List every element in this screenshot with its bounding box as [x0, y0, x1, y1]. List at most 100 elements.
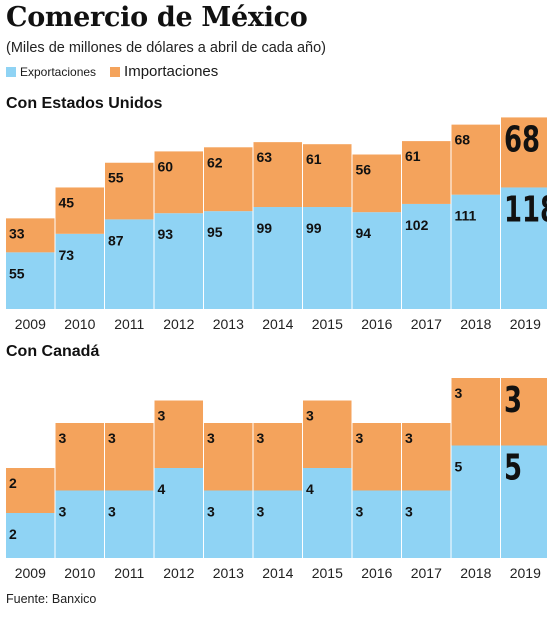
x-tick-2016: 2016	[361, 565, 392, 580]
x-tick-2011: 2011	[114, 316, 144, 332]
bar-imports-2010	[55, 423, 105, 491]
x-tick-2016: 2016	[361, 316, 392, 332]
label-imports-2018: 68	[455, 132, 471, 148]
label-exports-2015: 99	[306, 220, 322, 236]
legend-item-imports: Importaciones	[110, 63, 218, 80]
label-exports-2019: 118	[504, 189, 547, 230]
label-imports-2016: 56	[356, 162, 372, 178]
bar-imports-2017	[402, 141, 451, 204]
bar-exports-2010	[55, 490, 105, 558]
x-tick-2009: 2009	[15, 316, 46, 332]
label-exports-2010: 73	[59, 247, 75, 263]
label-exports-2009: 55	[9, 265, 25, 281]
label-imports-2014: 63	[257, 149, 273, 165]
bar-imports-2009	[6, 468, 55, 513]
x-tick-2017: 2017	[411, 565, 442, 580]
label-imports-2009: 2	[9, 475, 17, 491]
bar-imports-2014	[253, 142, 303, 208]
label-imports-2013: 62	[207, 154, 223, 170]
bar-imports-2014	[253, 423, 303, 491]
x-tick-2012: 2012	[163, 565, 194, 580]
legend-swatch-exports	[6, 66, 16, 77]
chart-subtitle: (Miles de millones de dólares a abril de…	[6, 40, 326, 56]
label-exports-2018: 111	[455, 208, 477, 224]
label-exports-2011: 3	[108, 504, 116, 520]
bar-exports-2014	[253, 490, 303, 558]
label-exports-2012: 93	[158, 226, 174, 242]
x-tick-2011: 2011	[114, 565, 144, 580]
bar-imports-2015	[303, 144, 352, 208]
chart-canada: 2 2 2009 3 3 2010 3 3 2011 4 3 2012 3 3 2013 3 3 2014 4 3 20…	[6, 378, 547, 580]
bar-exports-2011	[105, 490, 154, 558]
bar-exports-2014	[253, 207, 303, 309]
label-exports-2013: 3	[207, 504, 215, 520]
bar-exports-2012	[154, 468, 204, 558]
x-tick-2013: 2013	[213, 316, 244, 332]
bar-imports-2019	[501, 378, 547, 446]
x-tick-2014: 2014	[262, 565, 293, 580]
x-tick-2019: 2019	[510, 316, 541, 332]
bar-imports-2017	[402, 423, 451, 491]
label-exports-2019: 5	[504, 447, 522, 488]
x-tick-2013: 2013	[213, 565, 244, 580]
label-imports-2019: 3	[504, 380, 522, 421]
bar-exports-2016	[352, 212, 402, 309]
label-imports-2011: 3	[108, 430, 116, 446]
bar-imports-2018	[451, 124, 501, 195]
bar-exports-2013	[204, 490, 253, 558]
label-imports-2012: 60	[158, 158, 174, 174]
source-note: Fuente: Banxico	[6, 592, 97, 606]
x-tick-2015: 2015	[312, 565, 343, 580]
bar-imports-2018	[451, 378, 501, 446]
bar-exports-2009	[6, 513, 55, 558]
bar-imports-2010	[55, 187, 105, 234]
bar-exports-2017	[402, 203, 451, 309]
x-tick-2012: 2012	[163, 316, 194, 332]
legend-label-exports: Exportaciones	[20, 64, 97, 79]
label-exports-2014: 99	[257, 220, 273, 236]
label-imports-2010: 45	[59, 194, 75, 210]
bar-exports-2018	[451, 445, 501, 558]
label-exports-2015: 4	[306, 481, 314, 497]
legend-label-imports: Importaciones	[124, 63, 219, 80]
label-exports-2012: 4	[158, 481, 166, 497]
bar-exports-2015	[303, 468, 352, 558]
bar-imports-2012	[154, 400, 204, 468]
x-tick-2014: 2014	[262, 316, 293, 332]
legend: Exportaciones Importaciones	[6, 63, 232, 80]
bar-imports-2011	[105, 423, 154, 491]
label-exports-2017: 102	[405, 217, 429, 233]
bar-exports-2017	[402, 490, 451, 558]
bar-imports-2016	[352, 423, 402, 491]
x-tick-2009: 2009	[15, 565, 46, 580]
label-imports-2019: 68	[504, 119, 540, 160]
label-imports-2017: 61	[405, 148, 421, 164]
bar-imports-2015	[303, 400, 352, 468]
label-imports-2015: 61	[306, 151, 322, 167]
label-exports-2010: 3	[59, 504, 67, 520]
label-exports-2018: 5	[455, 459, 463, 475]
bar-exports-2013	[204, 211, 253, 309]
x-tick-2019: 2019	[510, 565, 541, 580]
bar-exports-2012	[154, 213, 204, 309]
chart-us: 55 33 2009 73 45 2010 87 55 2011 93 60 2012 95 62 2013…	[6, 117, 547, 332]
x-tick-2015: 2015	[312, 316, 343, 332]
bar-imports-2016	[352, 154, 402, 213]
bar-imports-2009	[6, 218, 55, 253]
x-tick-2010: 2010	[64, 565, 95, 580]
label-imports-2018: 3	[455, 385, 463, 401]
x-tick-2010: 2010	[64, 316, 95, 332]
label-imports-2014: 3	[257, 430, 265, 446]
label-imports-2015: 3	[306, 408, 314, 424]
bar-imports-2011	[105, 162, 154, 220]
bar-exports-2016	[352, 490, 402, 558]
label-imports-2016: 3	[356, 430, 364, 446]
section-title-canada: Con Canadá	[6, 343, 100, 360]
bar-exports-2015	[303, 207, 352, 309]
label-imports-2013: 3	[207, 430, 215, 446]
section-title-us: Con Estados Unidos	[6, 95, 163, 112]
label-exports-2011: 87	[108, 232, 124, 248]
bar-exports-2019	[501, 445, 547, 558]
label-imports-2010: 3	[59, 430, 67, 446]
label-imports-2011: 55	[108, 170, 124, 186]
